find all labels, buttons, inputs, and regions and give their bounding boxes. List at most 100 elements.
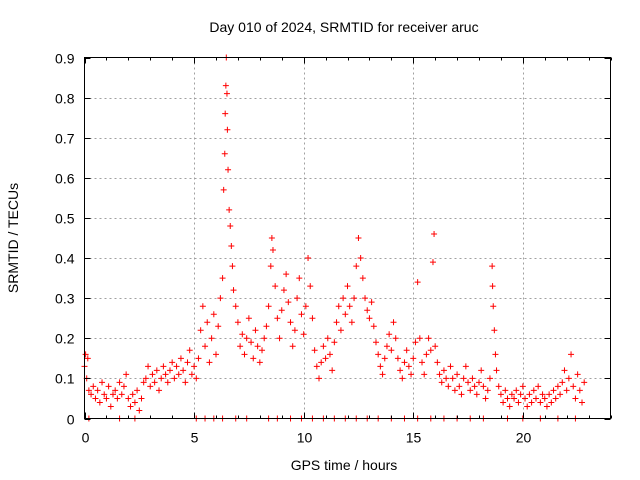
data-point [340,295,347,302]
data-point [394,355,401,362]
data-point [383,343,390,350]
data-point [482,395,489,402]
data-point [259,347,266,354]
data-point [103,395,110,402]
data-point [513,387,520,394]
data-point [261,335,268,342]
data-point [202,343,209,350]
data-point [169,359,176,366]
data-point [305,255,312,262]
data-point [357,255,364,262]
data-point [377,363,384,370]
data-point [579,399,586,406]
data-point [296,275,303,282]
data-point [370,323,377,330]
data-point [333,319,340,326]
x-tick-label: 0 [82,430,90,446]
data-point [502,387,509,394]
data-point [541,395,548,402]
data-point [366,315,373,322]
data-point [410,355,417,362]
data-point [458,391,465,398]
data-point [151,379,158,386]
data-point [234,319,241,326]
data-point [359,275,366,282]
data-point [105,383,112,390]
data-point [454,371,461,378]
data-point [164,379,171,386]
data-point [480,383,487,390]
x-tick-label: 10 [297,430,313,446]
data-point [329,367,336,374]
data-point [213,351,219,358]
data-point [138,395,145,402]
data-point [254,343,261,350]
data-point [489,283,496,290]
data-point [289,343,296,350]
data-point [524,403,531,410]
data-point [191,363,198,370]
data-point [337,327,344,334]
y-tick-label: 0.6 [55,171,75,187]
data-point [495,383,502,390]
data-point [408,371,415,378]
data-point [539,391,546,398]
data-point [381,355,388,362]
data-point [268,235,275,241]
data-point [298,311,305,318]
data-point [522,395,529,402]
data-point [84,355,91,362]
data-points [81,54,588,422]
data-point [379,371,386,378]
data-point [432,343,439,350]
data-point [248,339,255,346]
y-tick-label: 0.1 [55,371,75,387]
tick-labels: 0 0.1 0.2 0.3 0.4 0.5 0.6 0.7 0.8 0.9 0 5 10 15 20 [55,51,531,446]
data-point [256,359,263,366]
data-point [546,391,553,398]
data-point [548,399,555,406]
data-point [386,331,393,338]
data-point [173,363,180,370]
data-point [397,367,404,374]
data-point [269,247,276,254]
data-point [92,395,99,402]
data-point [112,387,119,394]
data-point [206,359,213,366]
data-point [552,395,559,402]
data-point [557,391,564,398]
axis-ticks [84,57,612,420]
data-point [342,311,349,318]
data-point [462,363,469,370]
data-point [283,271,290,278]
data-point [221,150,228,157]
data-point [280,287,287,294]
data-point [492,351,499,358]
data-point [237,343,244,350]
data-point [222,82,229,89]
data-point [486,375,493,382]
data-point [497,391,504,398]
data-point [469,375,476,382]
data-point [302,303,309,310]
data-point [456,383,463,390]
data-point [186,347,193,354]
data-point [118,391,125,398]
data-point [500,399,507,406]
data-point [210,311,217,318]
data-point [166,367,173,374]
data-point [267,263,274,270]
data-point [291,327,298,334]
data-point [528,399,535,406]
data-point [515,399,522,406]
data-point [320,343,327,350]
y-tick-label: 0.9 [55,51,75,67]
data-point [436,371,443,378]
data-point [362,295,369,302]
data-point [346,303,353,310]
data-point [127,403,134,410]
data-point [129,391,136,398]
data-point [451,387,458,394]
data-point [313,363,320,370]
